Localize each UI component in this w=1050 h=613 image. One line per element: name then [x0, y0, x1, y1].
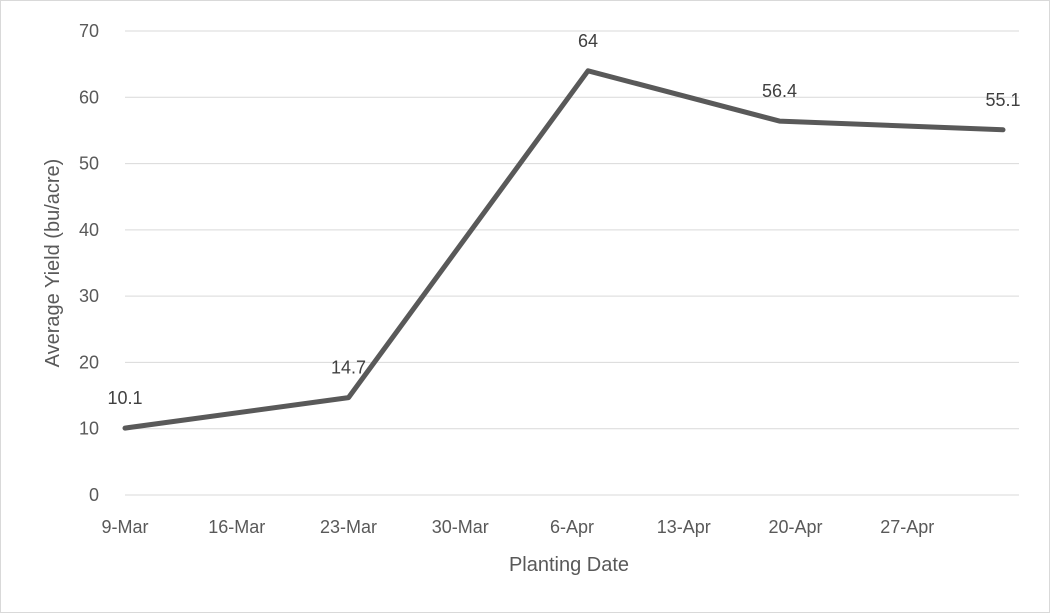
x-axis-ticks: 9-Mar 16-Mar 23-Mar 30-Mar 6-Apr 13-Apr 20-Apr…	[101, 517, 934, 537]
x-tick-label: 23-Mar	[320, 517, 377, 537]
x-tick-label: 30-Mar	[432, 517, 489, 537]
x-tick-label: 27-Apr	[880, 517, 934, 537]
gridlines	[125, 30, 1019, 496]
x-tick-label: 9-Mar	[101, 517, 148, 537]
y-tick-label: 40	[79, 220, 99, 240]
y-tick-label: 30	[79, 286, 99, 306]
y-axis-title: Average Yield (bu/acre)	[42, 159, 64, 368]
y-axis-ticks: 0 10 20 30 40 50 60 70	[79, 21, 99, 505]
y-tick-label: 70	[79, 21, 99, 41]
y-tick-label: 0	[89, 485, 99, 505]
y-tick-label: 10	[79, 419, 99, 439]
data-label: 55.1	[986, 90, 1021, 110]
data-label: 56.4	[762, 81, 797, 101]
x-tick-label: 20-Apr	[768, 517, 822, 537]
data-label: 64	[578, 31, 598, 51]
data-labels: 10.1 14.7 64 56.4 55.1	[107, 31, 1020, 408]
x-axis-title: Planting Date	[509, 554, 629, 576]
x-tick-label: 13-Apr	[657, 517, 711, 537]
series-layer	[122, 68, 1006, 431]
data-label: 10.1	[107, 388, 142, 408]
x-tick-label: 16-Mar	[208, 517, 265, 537]
y-tick-label: 20	[79, 352, 99, 372]
y-tick-label: 50	[79, 154, 99, 174]
x-tick-label: 6-Apr	[550, 517, 594, 537]
series-line-0	[122, 68, 1006, 431]
data-label: 14.7	[331, 358, 366, 378]
y-tick-label: 60	[79, 87, 99, 107]
